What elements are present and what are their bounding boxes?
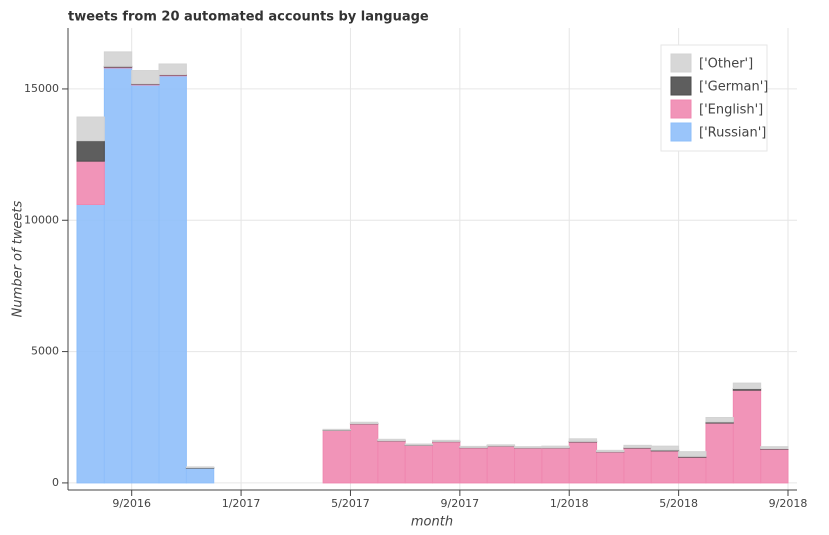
y-tick-label: 0 [52, 476, 59, 489]
legend-swatch [670, 76, 692, 96]
bar-segment [377, 438, 406, 442]
legend-label: ['German'] [699, 80, 768, 95]
bar-segment [459, 447, 488, 484]
bar-segment [623, 444, 652, 448]
bar-segment [705, 422, 734, 484]
bar-segment [596, 449, 625, 453]
bar-segment [158, 75, 187, 484]
y-axis-label: Number of tweets [11, 200, 26, 317]
x-tick-label: 5/2017 [331, 497, 370, 510]
x-axis-label: month [411, 515, 453, 530]
bar-segment [103, 51, 133, 67]
legend-label: ['English'] [699, 103, 763, 118]
y-tick-label: 5000 [31, 345, 59, 358]
legend-swatch [670, 99, 692, 119]
bar-segment [76, 204, 105, 484]
bar-segment [322, 429, 351, 484]
bar-segment [322, 428, 351, 431]
bar-segment [486, 445, 516, 484]
bar-segment [185, 467, 215, 484]
x-tick-label: 9/2017 [440, 497, 479, 510]
bar-segment [76, 140, 105, 162]
bar-segment [623, 447, 652, 484]
bar-segment [432, 439, 461, 442]
bar-segment [131, 70, 160, 85]
bar-segment [732, 382, 762, 390]
legend-label: ['Other'] [699, 57, 753, 72]
chart-title: tweets from 20 automated accounts by lan… [68, 10, 429, 25]
bar-segment [486, 444, 516, 447]
x-tick-label: 9/2016 [112, 497, 151, 510]
bar-segment [103, 67, 133, 484]
bar-segment [541, 445, 570, 449]
x-tick-label: 1/2017 [222, 497, 261, 510]
bar-segment [349, 423, 379, 484]
bar-segment [732, 389, 762, 484]
x-tick-label: 5/2018 [659, 497, 698, 510]
bar-segment [760, 446, 789, 450]
bar-segment [596, 451, 625, 484]
bar-segment [514, 447, 543, 484]
x-tick-label: 1/2018 [550, 497, 589, 510]
bar-segment [432, 441, 461, 484]
legend-swatch [670, 53, 692, 73]
y-tick-label: 15000 [24, 82, 59, 95]
bar-segment [131, 84, 160, 484]
bar-segment [705, 417, 734, 423]
bar-segment [349, 421, 379, 425]
legend-swatch [670, 122, 692, 142]
bar-segment [650, 450, 680, 484]
bar-segment [377, 440, 406, 484]
bar-segment [158, 63, 187, 75]
legend-label: ['Russian'] [699, 126, 766, 141]
bar-segment [404, 444, 433, 484]
y-tick-label: 10000 [24, 213, 59, 226]
bar-segment [185, 466, 215, 469]
bar-segment [514, 446, 543, 449]
bar-segment [678, 451, 707, 457]
bar-segment [76, 116, 105, 142]
bar-segment [541, 447, 570, 484]
bar-segment [650, 445, 680, 451]
bar-segment [760, 448, 789, 484]
bar-segment [568, 438, 598, 442]
bar-segment [459, 445, 488, 448]
bar-segment [678, 456, 707, 484]
x-tick-label: 9/2018 [769, 497, 808, 510]
bar-segment [404, 443, 433, 446]
bar-segment [568, 441, 598, 484]
bar-segment [76, 160, 105, 206]
